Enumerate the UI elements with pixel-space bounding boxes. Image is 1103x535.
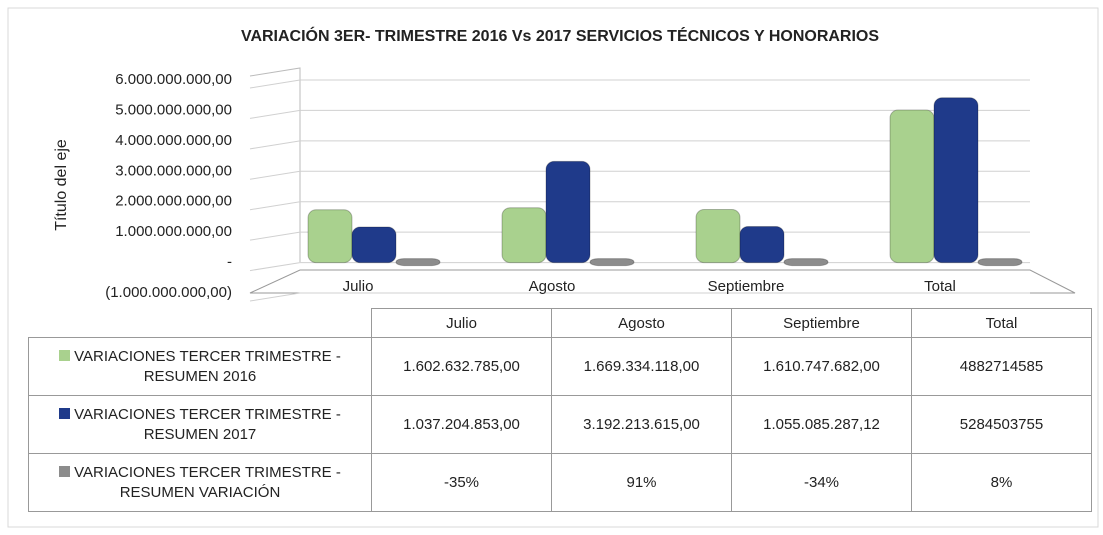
grid-line — [249, 170, 1030, 180]
column-header: Agosto — [551, 308, 732, 338]
data-label: 4882714585 — [911, 337, 1092, 396]
table-row: VARIACIONES TERCER TRIMESTRE - RESUMEN V… — [28, 453, 1092, 512]
bar — [545, 160, 591, 264]
table-row: VARIACIONES TERCER TRIMESTRE - RESUMEN 2… — [28, 395, 1092, 454]
bar — [739, 225, 785, 264]
bar — [783, 258, 829, 267]
data-label: 3.192.213.615,00 — [551, 395, 732, 454]
bar — [977, 258, 1023, 267]
bar — [501, 207, 547, 264]
series-name-cell: VARIACIONES TERCER TRIMESTRE - RESUMEN 2… — [28, 337, 372, 396]
bar — [889, 109, 935, 264]
grid-line — [249, 231, 1030, 241]
y-tick-label: (1.000.000.000,00) — [105, 284, 232, 301]
grid-line — [249, 140, 1030, 150]
column-header: Julio — [371, 308, 552, 338]
data-label: 1.602.632.785,00 — [371, 337, 552, 396]
column-header: Septiembre — [731, 308, 912, 338]
y-tick-label: 1.000.000.000,00 — [115, 223, 232, 240]
side-wall — [249, 67, 301, 262]
x-tick-label: Septiembre — [708, 278, 785, 295]
grid-line — [249, 79, 1030, 89]
chart-border — [7, 7, 1099, 528]
data-label: 1.037.204.853,00 — [371, 395, 552, 454]
x-tick-label: Julio — [343, 278, 374, 295]
grid-line — [249, 262, 1030, 272]
y-tick-label: 5.000.000.000,00 — [115, 101, 232, 118]
x-tick-label: Total — [924, 278, 956, 295]
legend-label: VARIACIONES TERCER TRIMESTRE - RESUMEN 2… — [74, 347, 341, 385]
bar — [695, 209, 741, 264]
data-label: 8% — [911, 453, 1092, 512]
y-tick-label: 3.000.000.000,00 — [115, 162, 232, 179]
data-label: 1.669.334.118,00 — [551, 337, 732, 396]
bar — [307, 209, 353, 264]
data-label: -35% — [371, 453, 552, 512]
data-label: 91% — [551, 453, 732, 512]
legend-swatch — [59, 465, 71, 477]
grid-line — [249, 201, 1030, 211]
series-name-cell: VARIACIONES TERCER TRIMESTRE - RESUMEN V… — [28, 453, 372, 512]
y-tick-label: 2.000.000.000,00 — [115, 193, 232, 210]
grid-line — [249, 109, 1030, 119]
data-label: 1.610.747.682,00 — [731, 337, 912, 396]
y-axis-label: Título del eje — [53, 139, 70, 231]
table-row: VARIACIONES TERCER TRIMESTRE - RESUMEN 2… — [28, 337, 1092, 396]
chart-title: VARIACIÓN 3ER- TRIMESTRE 2016 Vs 2017 SE… — [241, 26, 879, 45]
blank-cell — [29, 309, 372, 338]
bar — [395, 258, 441, 267]
legend-label: VARIACIONES TERCER TRIMESTRE - RESUMEN V… — [74, 463, 341, 501]
bar — [933, 97, 979, 264]
x-tick-label: Agosto — [529, 278, 576, 295]
y-tick-label: 6.000.000.000,00 — [115, 71, 232, 88]
bar — [589, 258, 635, 267]
series-name-cell: VARIACIONES TERCER TRIMESTRE - RESUMEN 2… — [28, 395, 372, 454]
grid-line — [249, 292, 1030, 302]
column-header: Total — [911, 308, 1092, 338]
data-label: 1.055.085.287,12 — [731, 395, 912, 454]
data-label: -34% — [731, 453, 912, 512]
bar — [351, 226, 397, 264]
y-tick-label: 4.000.000.000,00 — [115, 132, 232, 149]
legend-swatch — [59, 349, 71, 361]
data-label: 5284503755 — [911, 395, 1092, 454]
data-table: Julio Agosto Septiembre Total VARIACIONES T… — [28, 308, 1092, 512]
legend-label: VARIACIONES TERCER TRIMESTRE - RESUMEN 2… — [74, 405, 341, 443]
legend-swatch — [59, 407, 71, 419]
y-tick-label: - — [227, 254, 232, 271]
